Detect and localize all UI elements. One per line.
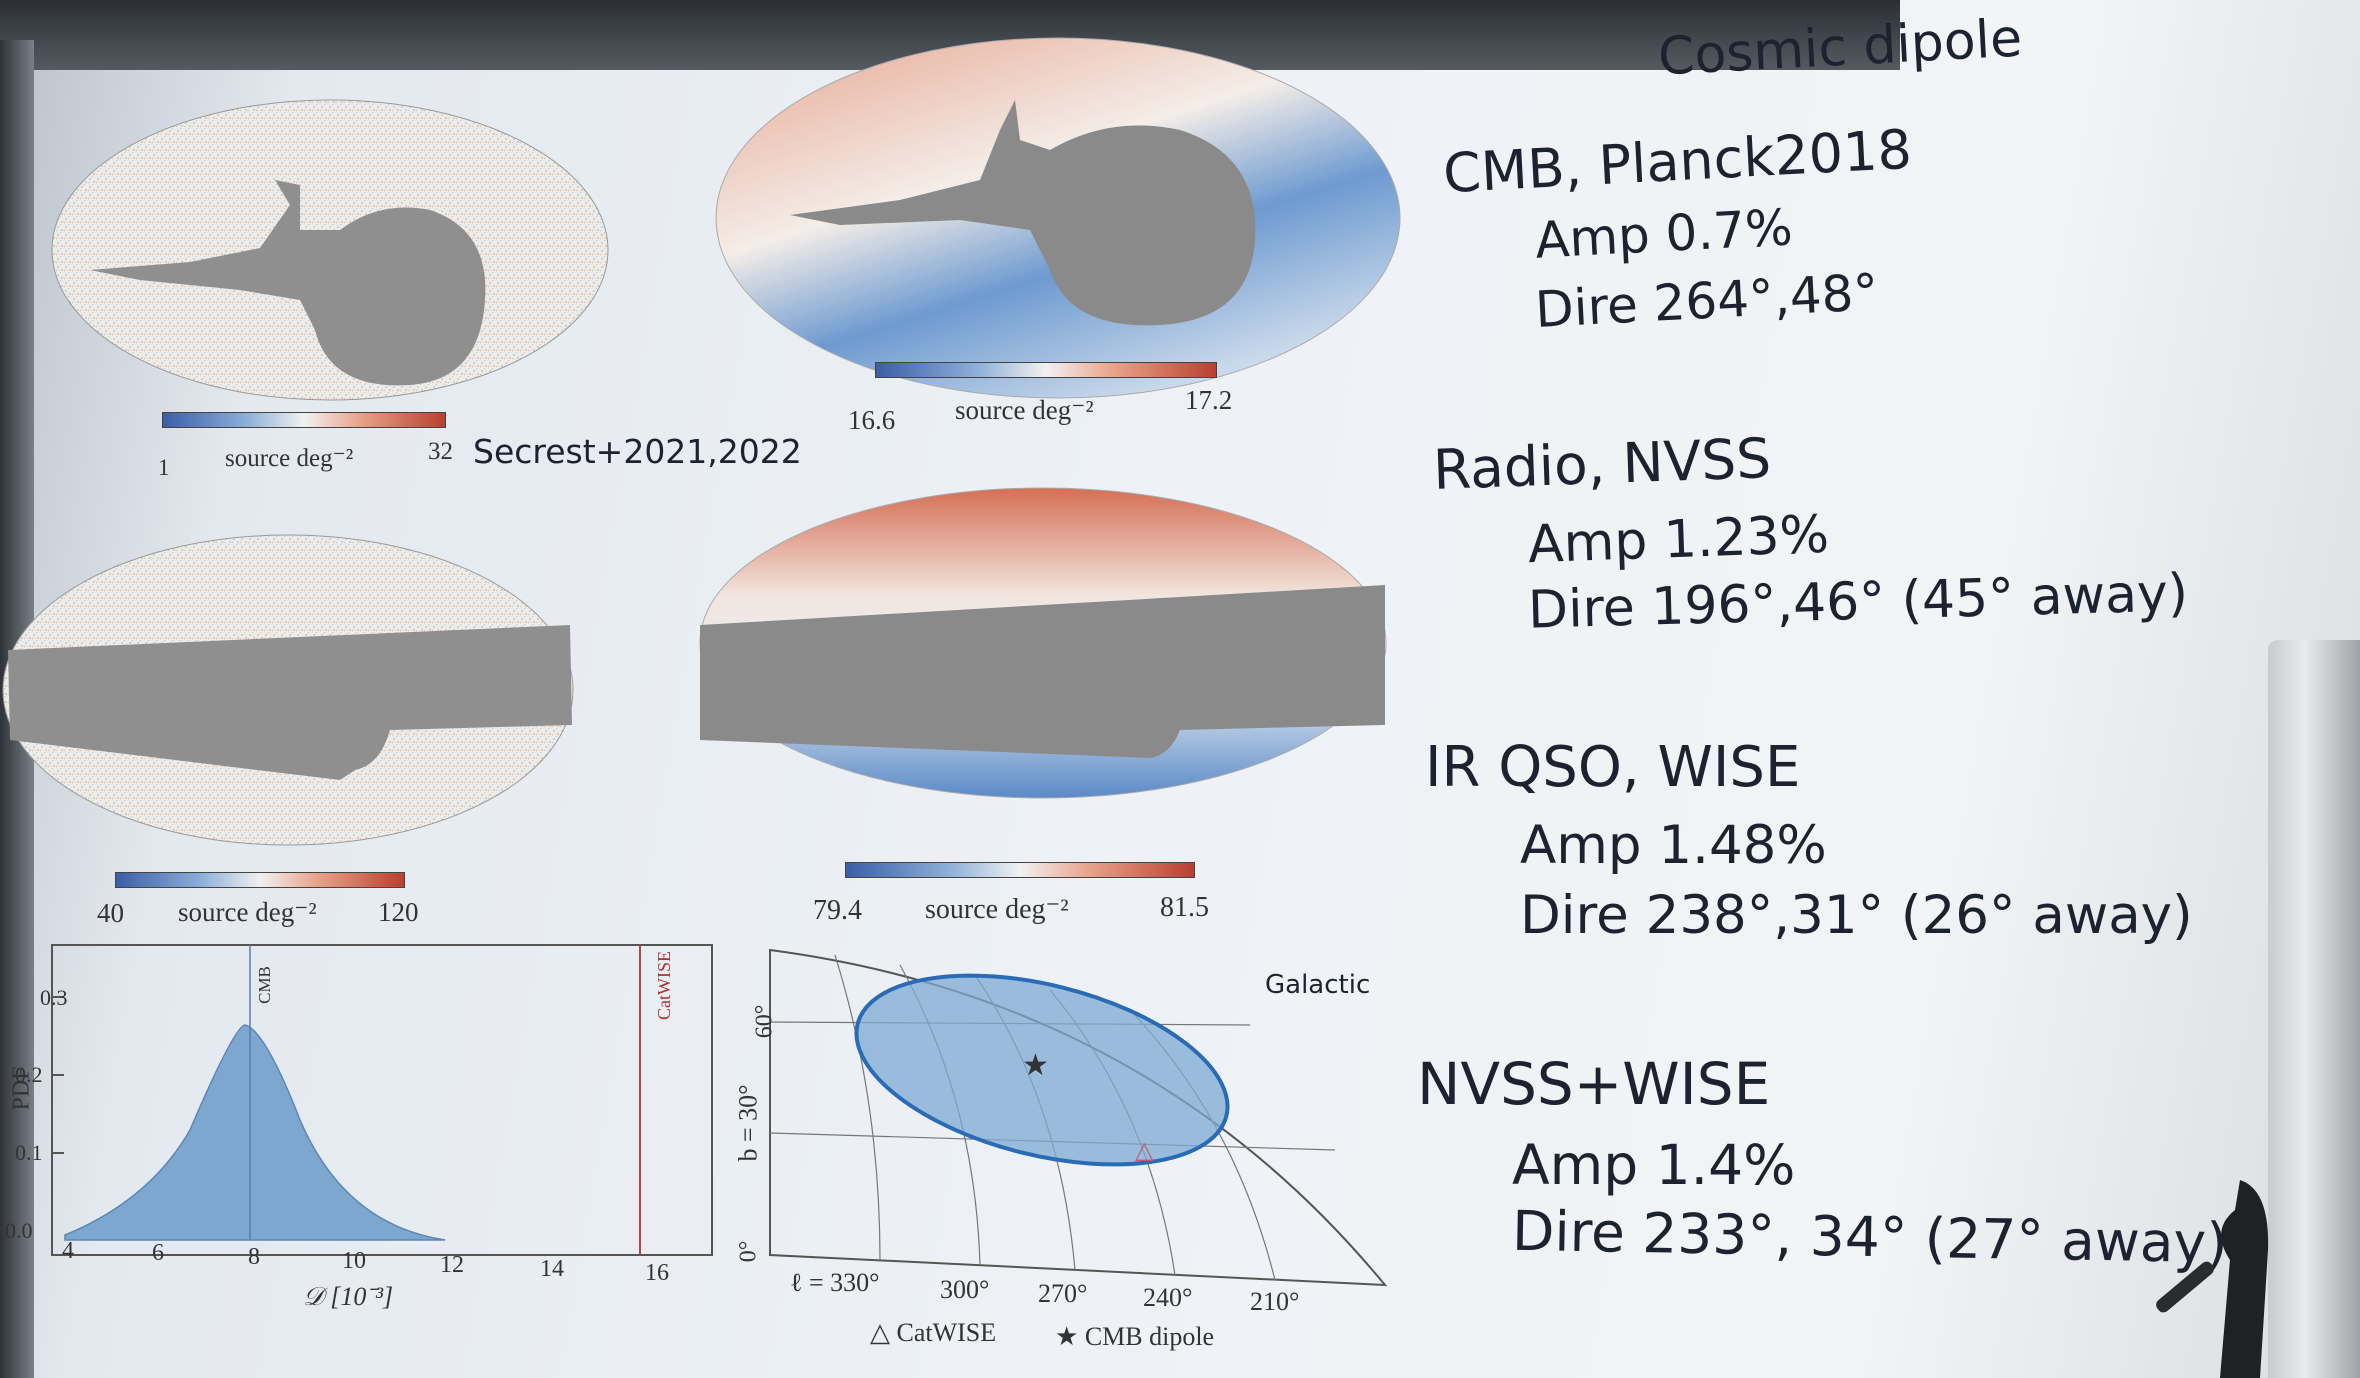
colorbar-3	[115, 872, 405, 888]
pdf-xtick-6: 6	[152, 1240, 164, 1266]
colorbar-1-min: 1	[158, 455, 170, 480]
sky-map-combined	[699, 487, 1387, 799]
colorbar-2	[875, 362, 1217, 378]
colorbar-4-min: 79.4	[813, 895, 862, 926]
colorbar-2-label: source deg⁻²	[955, 395, 1094, 425]
colorbar-4-label: source deg⁻²	[925, 894, 1069, 925]
foreground-stand	[2268, 640, 2360, 1378]
citation: Secrest+2021,2022	[473, 432, 802, 471]
catwise-triangle-marker: △	[1135, 1136, 1154, 1164]
masked-region	[790, 100, 1256, 326]
dipole-confidence-region	[854, 973, 1230, 1167]
pdf-xtick-16: 16	[645, 1260, 669, 1286]
sky-map-wise	[2, 534, 574, 846]
entry-wise-dire: Dire 238°,31° (26° away)	[1520, 885, 2193, 946]
colorbar-3-label: source deg⁻²	[178, 897, 317, 927]
cmb-dipole-star-marker: ★	[1022, 1048, 1049, 1083]
lon-tick-300: 300°	[940, 1275, 990, 1304]
colorbar-1-max: 32	[428, 438, 453, 465]
legend-cmb: ★ CMB dipole	[1055, 1322, 1215, 1351]
colorbar-4-max: 81.5	[1160, 892, 1209, 923]
entry-combined-dire: Dire 233°, 34° (27° away)	[1511, 1198, 2229, 1276]
pdf-xtick-8: 8	[248, 1244, 260, 1270]
colorbar-2-max: 17.2	[1185, 385, 1233, 415]
legend-catwise-text: CatWISE	[896, 1318, 997, 1347]
lon-tick-270: 270°	[1038, 1279, 1088, 1308]
entry-wise-name: IR QSO, WISE	[1425, 735, 1801, 800]
lat-tick-30: b = 30°	[733, 1084, 763, 1162]
sky-map-nvss	[51, 99, 609, 401]
pdf-ytick-0: 0.0	[5, 1218, 33, 1243]
sky-frame-label: Galactic	[1265, 970, 1371, 1000]
microphone-clip	[2156, 1180, 2269, 1378]
colorbar-3-max: 120	[378, 897, 419, 927]
colorbar-4	[845, 862, 1195, 878]
pdf-curve	[64, 1024, 446, 1241]
sky-map-cmb	[715, 37, 1401, 399]
colorbar-1	[162, 412, 446, 428]
entry-nvss-name: Radio, NVSS	[1431, 426, 1773, 502]
pdf-plot-frame	[51, 944, 713, 1256]
pdf-xtick-14: 14	[540, 1256, 564, 1282]
colorbar-3-min: 40	[97, 898, 124, 928]
entry-nvss-amp: Amp 1.23%	[1527, 504, 1830, 576]
lon-tick-210: 210°	[1250, 1287, 1300, 1316]
galactic-plane-mask	[8, 625, 572, 780]
lat-tick-60: 60°	[751, 1004, 778, 1039]
colorbar-2-min: 16.6	[848, 405, 896, 435]
pdf-xlabel: 𝒟 [10⁻³]	[303, 1282, 394, 1311]
pdf-xtick-4: 4	[62, 1238, 74, 1264]
pdf-xtick-10: 10	[342, 1248, 366, 1274]
legend-catwise: △ CatWISE	[870, 1318, 997, 1347]
legend-cmb-text: CMB dipole	[1084, 1322, 1215, 1351]
pdf-ytick-1: 0.1	[15, 1140, 43, 1165]
galactic-plane-mask	[700, 585, 1385, 758]
lon-tick-240: 240°	[1143, 1283, 1193, 1312]
entry-combined-name: NVSS+WISE	[1417, 1050, 1771, 1118]
lat-tick-0: 0°	[735, 1240, 762, 1263]
lon-tick-330: ℓ = 330°	[790, 1268, 880, 1297]
pdf-ytick-3: 0.3	[40, 985, 68, 1010]
masked-region	[90, 180, 486, 386]
colorbar-1-label: source deg⁻²	[225, 445, 354, 472]
pdf-ytick-2: 0.2	[15, 1062, 43, 1087]
entry-combined-amp: Amp 1.4%	[1512, 1133, 1796, 1197]
entry-wise-amp: Amp 1.48%	[1520, 815, 1827, 876]
pdf-xtick-12: 12	[440, 1252, 464, 1278]
